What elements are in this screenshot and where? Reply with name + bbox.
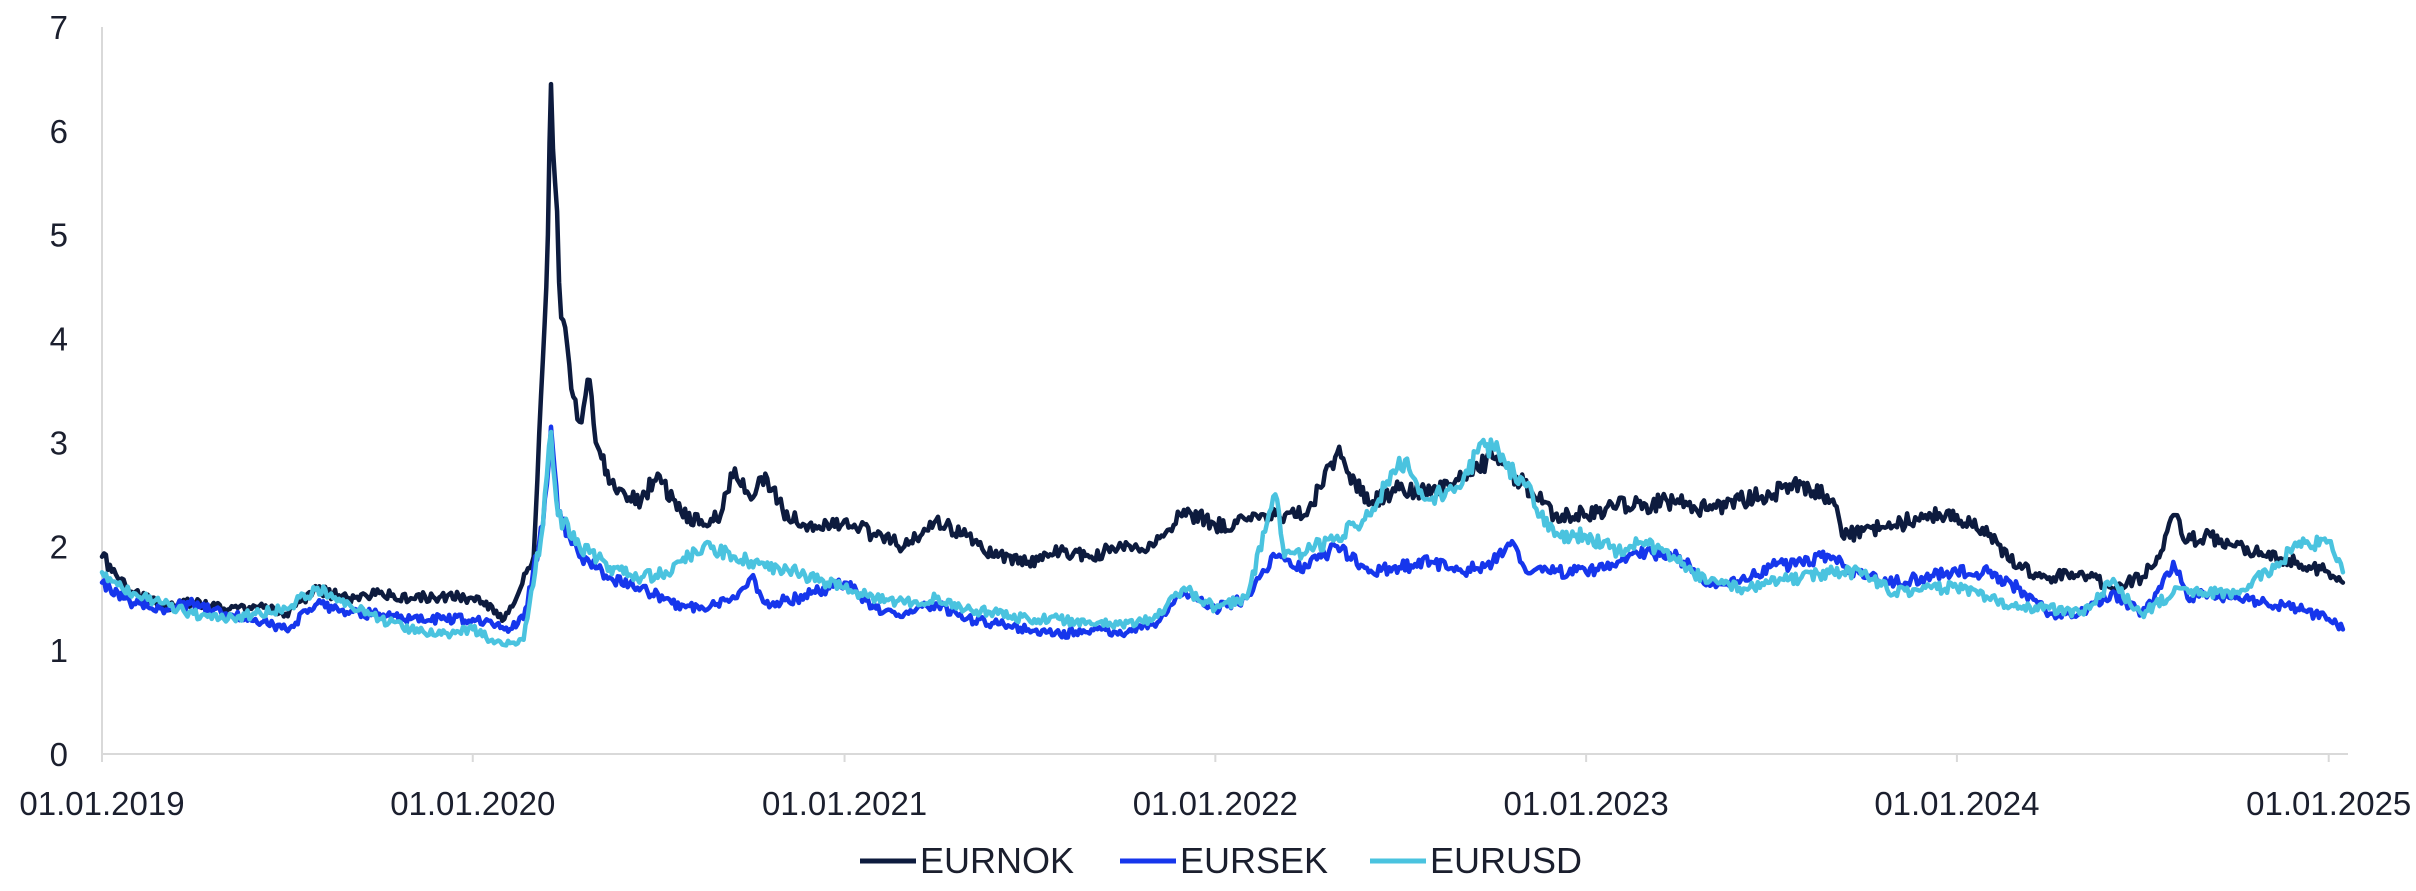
legend-label-eurusd: EURUSD xyxy=(1430,840,1582,881)
y-axis-ticks: 0 1 2 3 4 5 6 7 xyxy=(50,9,68,773)
legend-label-eursek: EURSEK xyxy=(1180,840,1328,881)
x-tick-label: 01.01.2021 xyxy=(762,785,927,822)
y-tick-label: 4 xyxy=(50,321,68,358)
y-tick-label: 6 xyxy=(50,113,68,150)
series-layer xyxy=(99,81,2346,648)
series-line-eursek xyxy=(99,424,2346,640)
y-tick-label: 0 xyxy=(50,736,68,773)
y-tick-label: 1 xyxy=(50,632,68,669)
y-tick-label: 2 xyxy=(50,528,68,565)
x-axis-ticks: 01.01.2019 01.01.2020 01.01.2021 01.01.2022… xyxy=(19,754,2411,822)
y-tick-label: 3 xyxy=(50,424,68,461)
x-tick-label: 01.01.2024 xyxy=(1874,785,2039,822)
series-line-eurnok xyxy=(99,81,2346,624)
series-line-eurusd xyxy=(99,429,2346,648)
y-tick-label: 5 xyxy=(50,217,68,254)
x-tick-label: 01.01.2022 xyxy=(1133,785,1298,822)
y-tick-label: 7 xyxy=(50,9,68,46)
x-tick-label: 01.01.2025 xyxy=(2246,785,2411,822)
x-tick-label: 01.01.2019 xyxy=(19,785,184,822)
x-tick-label: 01.01.2023 xyxy=(1504,785,1669,822)
legend-label-eurnok: EURNOK xyxy=(920,840,1074,881)
legend: EURNOK EURSEK EURUSD xyxy=(860,840,1582,881)
x-tick-label: 01.01.2020 xyxy=(390,785,555,822)
